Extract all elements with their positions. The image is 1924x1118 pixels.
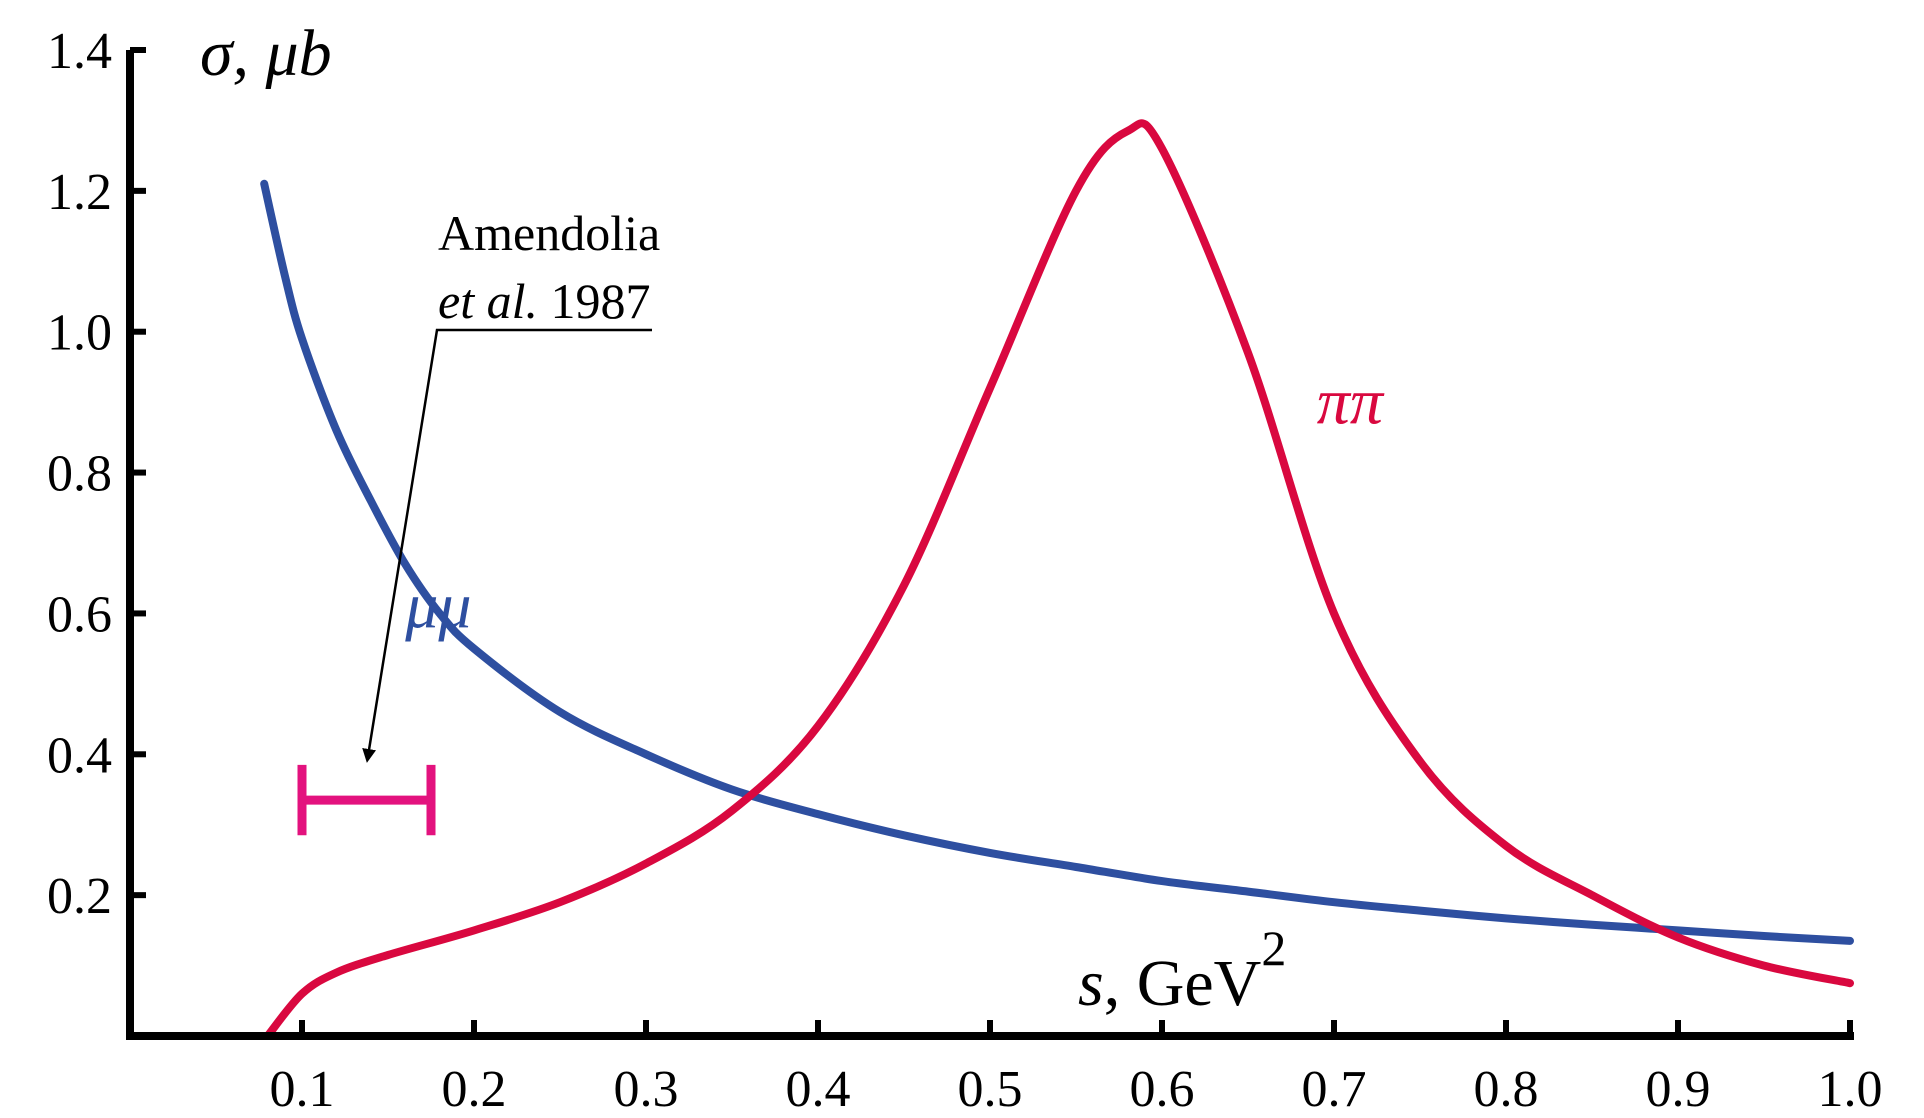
annotation-line2: et al. 1987	[438, 273, 650, 329]
annotation-year: 1987	[538, 273, 651, 329]
series-label-pipi: ππ	[1317, 365, 1385, 438]
amendolia-data-point	[297, 764, 436, 836]
x-tick-label: 0.6	[1130, 1061, 1195, 1118]
y-tick-label: 0.6	[47, 586, 112, 643]
x-tick-label: 1.0	[1818, 1061, 1883, 1118]
series-line-mumu	[260, 179, 1854, 945]
x-tick-label: 0.3	[614, 1061, 679, 1118]
x-tick-label: 0.9	[1646, 1061, 1711, 1118]
series-layer	[260, 119, 1854, 1040]
x-tick-label: 0.4	[786, 1061, 851, 1118]
y-tick-label: 1.0	[47, 305, 112, 362]
y-tick-label: 1.2	[47, 164, 112, 221]
x-tick-label: 0.7	[1302, 1061, 1367, 1118]
y-tick-label: 0.8	[47, 446, 112, 503]
y-axis-title: σ, μb	[200, 17, 332, 90]
x-tick-label: 0.2	[442, 1061, 507, 1118]
x-axis-variable: s	[1078, 947, 1104, 1020]
x-tick-label: 0.5	[958, 1061, 1023, 1118]
x-tick-label: 0.1	[270, 1061, 335, 1118]
series-label-mumu: μμ	[404, 570, 471, 643]
y-tick-label: 1.4	[47, 23, 112, 80]
annotation-etal: et al.	[438, 273, 538, 329]
annotation-line1: Amendolia	[438, 205, 660, 261]
annotation-leader-line	[362, 328, 652, 763]
y-tick-label: 0.2	[47, 868, 112, 925]
x-axis-unit: , GeV	[1104, 947, 1262, 1020]
x-axis-exponent: 2	[1261, 920, 1286, 976]
series-line-pipi	[263, 119, 1854, 1040]
y-tick-label: 0.4	[47, 727, 112, 784]
x-tick-label: 0.8	[1474, 1061, 1539, 1118]
tick-layer: 0.1 0.2 0.3 0.4 0.5 0.6 0.7 0.8 0.9 1.0 0.2 0.4 0.6 0…	[47, 23, 1883, 1118]
x-axis-title: s, GeV2	[1078, 920, 1286, 1020]
